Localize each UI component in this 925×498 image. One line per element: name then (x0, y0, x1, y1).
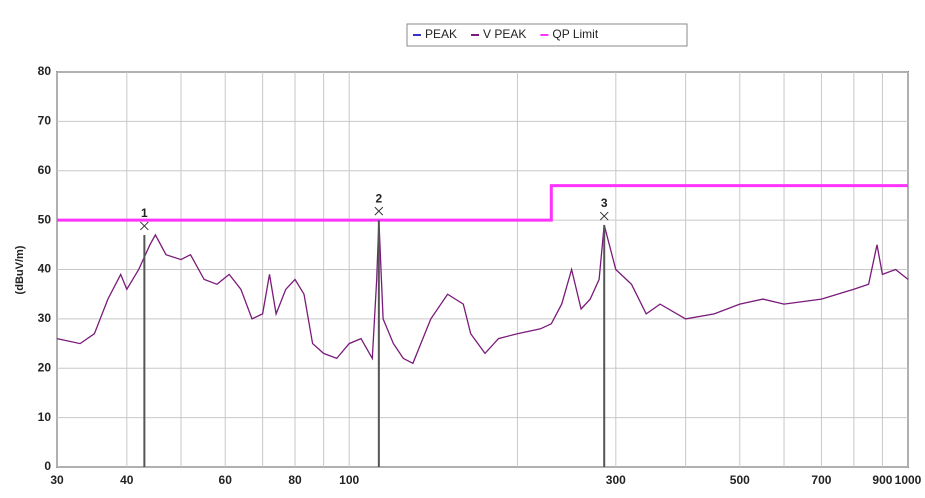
marker-label: 1 (141, 206, 148, 220)
x-tick-label: 1000 (895, 473, 922, 487)
y-tick-label: 10 (38, 410, 52, 424)
series-line (57, 184, 908, 222)
legend-label: QP Limit (552, 27, 598, 41)
y-tick-label: 80 (38, 64, 52, 78)
x-tick-label: 900 (872, 473, 892, 487)
y-tick-label: 70 (38, 114, 52, 128)
y-tick-label: 20 (38, 360, 52, 374)
marker-label: 2 (376, 191, 383, 205)
y-tick-label: 0 (44, 459, 51, 473)
y-tick-label: 60 (38, 163, 52, 177)
x-tick-label: 100 (339, 473, 359, 487)
x-tick-label: 700 (811, 473, 831, 487)
series-line (56, 220, 909, 365)
legend-label: V PEAK (483, 27, 526, 41)
y-tick-label: 30 (38, 311, 52, 325)
y-axis-label: (dBuV/m) (14, 245, 26, 294)
legend-label: PEAK (425, 27, 457, 41)
marker-x (140, 221, 149, 231)
marker-label: 3 (601, 196, 608, 210)
x-tick-label: 30 (50, 473, 64, 487)
x-tick-label: 60 (219, 473, 233, 487)
x-tick-label: 500 (730, 473, 750, 487)
marker-x (599, 211, 609, 221)
y-tick-label: 50 (38, 212, 52, 226)
x-tick-label: 80 (288, 473, 302, 487)
x-tick-label: 300 (606, 473, 626, 487)
y-tick-label: 40 (38, 262, 52, 276)
marker-x (374, 206, 384, 216)
x-tick-label: 40 (120, 473, 134, 487)
